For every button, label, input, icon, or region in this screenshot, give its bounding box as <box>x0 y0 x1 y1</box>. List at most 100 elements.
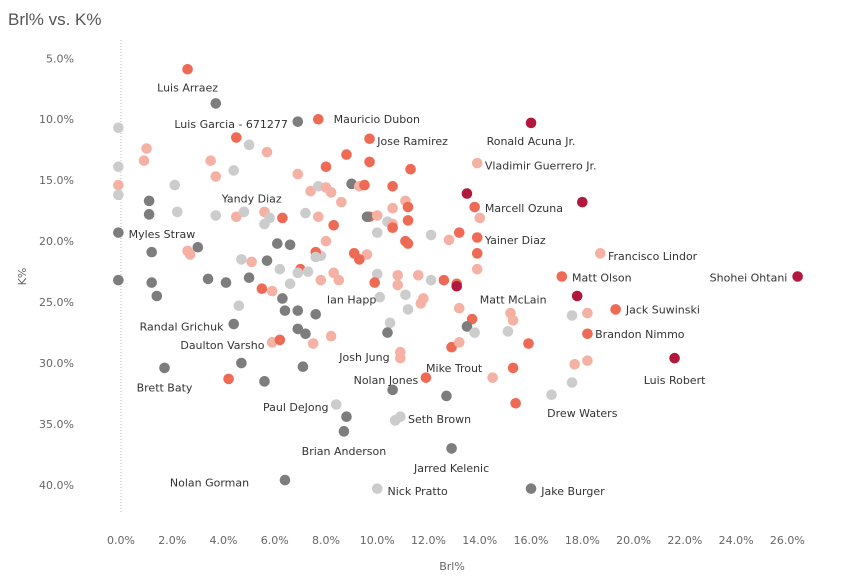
data-point[interactable] <box>425 274 437 286</box>
data-point[interactable] <box>451 280 463 292</box>
data-point[interactable] <box>238 206 250 218</box>
data-point[interactable] <box>402 201 414 213</box>
data-point[interactable] <box>313 211 324 223</box>
data-point[interactable] <box>392 279 404 291</box>
data-point[interactable] <box>325 187 337 198</box>
data-point[interactable] <box>361 211 373 223</box>
data-point[interactable] <box>113 227 124 238</box>
data-point[interactable] <box>205 155 216 166</box>
data-point[interactable] <box>236 357 247 369</box>
data-point[interactable] <box>364 156 375 168</box>
data-point[interactable] <box>387 180 398 192</box>
data-point[interactable] <box>582 307 593 319</box>
data-point[interactable] <box>387 202 398 214</box>
data-point[interactable] <box>266 285 278 297</box>
data-point[interactable] <box>461 188 473 199</box>
data-point[interactable] <box>359 179 370 191</box>
data-point[interactable] <box>320 235 332 247</box>
data-point[interactable] <box>210 98 222 109</box>
data-point[interactable] <box>556 271 568 282</box>
data-point[interactable] <box>233 300 245 312</box>
data-point[interactable] <box>210 210 222 221</box>
data-point[interactable] <box>338 426 350 437</box>
data-point[interactable] <box>274 334 286 346</box>
data-point[interactable] <box>143 195 155 207</box>
data-point[interactable] <box>292 305 304 316</box>
data-point[interactable] <box>510 397 521 409</box>
data-point[interactable] <box>310 251 322 263</box>
data-point[interactable] <box>305 185 316 197</box>
data-point[interactable] <box>292 323 304 335</box>
data-point[interactable] <box>571 290 583 302</box>
data-point[interactable] <box>438 274 450 286</box>
data-point[interactable] <box>402 304 414 315</box>
data-point[interactable] <box>315 274 327 286</box>
data-point[interactable] <box>469 327 480 338</box>
data-point[interactable] <box>236 254 247 265</box>
data-point[interactable] <box>569 358 580 370</box>
data-point[interactable] <box>292 116 304 127</box>
data-point[interactable] <box>461 321 473 332</box>
data-point[interactable] <box>271 238 283 249</box>
data-point[interactable] <box>525 483 537 494</box>
data-point[interactable] <box>582 355 593 366</box>
data-point[interactable] <box>313 113 324 125</box>
data-point[interactable] <box>525 117 537 129</box>
data-point[interactable] <box>141 143 152 154</box>
data-point[interactable] <box>371 210 383 221</box>
data-point[interactable] <box>277 293 288 304</box>
data-point[interactable] <box>292 267 304 279</box>
data-point[interactable] <box>113 189 124 201</box>
data-point[interactable] <box>453 227 465 238</box>
data-point[interactable] <box>566 310 578 321</box>
data-point[interactable] <box>230 132 242 143</box>
data-point[interactable] <box>471 248 483 259</box>
data-point[interactable] <box>243 272 255 284</box>
data-point[interactable] <box>395 352 406 364</box>
data-point[interactable] <box>382 327 393 338</box>
data-point[interactable] <box>300 328 311 340</box>
data-point[interactable] <box>256 283 268 294</box>
data-point[interactable] <box>274 263 286 275</box>
data-point[interactable] <box>348 248 360 259</box>
data-point[interactable] <box>210 171 222 182</box>
data-point[interactable] <box>392 269 404 281</box>
data-point[interactable] <box>325 330 337 342</box>
data-point[interactable] <box>279 305 291 316</box>
data-point[interactable] <box>412 269 424 281</box>
data-point[interactable] <box>361 249 373 260</box>
data-point[interactable] <box>336 196 347 208</box>
data-point[interactable] <box>182 63 193 75</box>
data-point[interactable] <box>369 277 380 288</box>
data-point[interactable] <box>387 384 398 396</box>
data-point[interactable] <box>374 291 386 303</box>
data-point[interactable] <box>328 267 339 279</box>
data-point[interactable] <box>143 209 155 220</box>
data-point[interactable] <box>594 248 606 259</box>
data-point[interactable] <box>577 196 588 208</box>
data-point[interactable] <box>300 207 311 219</box>
data-point[interactable] <box>546 389 557 401</box>
data-point[interactable] <box>310 308 322 320</box>
data-point[interactable] <box>261 146 273 158</box>
data-point[interactable] <box>487 372 498 383</box>
data-point[interactable] <box>669 352 680 364</box>
data-point[interactable] <box>259 376 270 387</box>
data-point[interactable] <box>582 328 593 340</box>
data-point[interactable] <box>307 338 319 349</box>
data-point[interactable] <box>279 474 291 486</box>
data-point[interactable] <box>172 206 183 218</box>
data-point[interactable] <box>228 318 240 330</box>
data-point[interactable] <box>446 443 457 454</box>
data-point[interactable] <box>113 122 124 134</box>
data-point[interactable] <box>371 227 383 238</box>
data-point[interactable] <box>474 212 486 224</box>
data-point[interactable] <box>228 165 240 176</box>
data-point[interactable] <box>443 234 455 246</box>
data-point[interactable] <box>471 263 483 275</box>
data-point[interactable] <box>400 289 411 301</box>
data-point[interactable] <box>146 246 158 258</box>
data-point[interactable] <box>184 249 196 260</box>
data-point[interactable] <box>502 326 514 337</box>
data-point[interactable] <box>389 415 401 426</box>
